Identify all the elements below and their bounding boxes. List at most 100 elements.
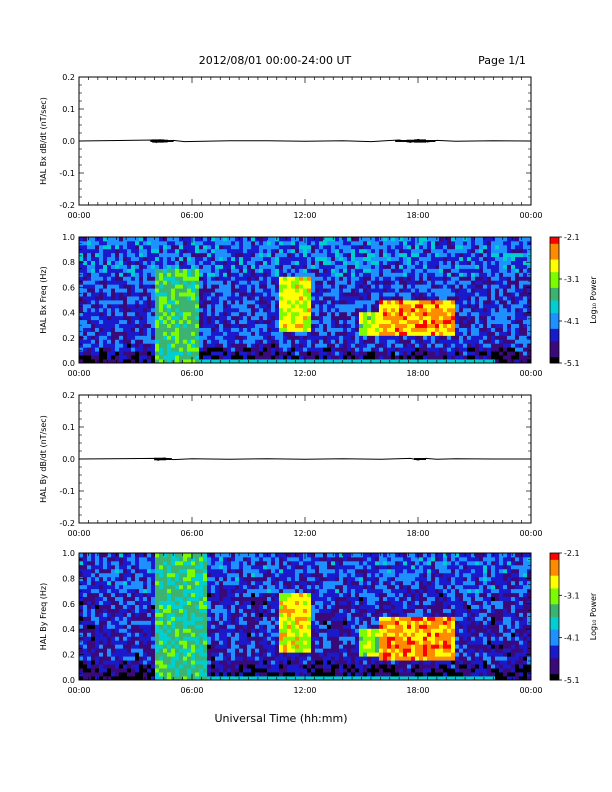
heat-cell	[115, 252, 120, 258]
heat-cell	[271, 248, 276, 254]
heat-cell	[503, 237, 508, 242]
heat-cell	[435, 237, 440, 242]
heat-cell	[263, 300, 268, 305]
heat-cell	[515, 260, 520, 265]
heat-cell	[507, 327, 512, 332]
heat-cell	[171, 296, 176, 301]
heat-cell	[231, 355, 236, 360]
heat-cell	[139, 568, 144, 574]
heat-cell	[455, 292, 460, 297]
heat-cell	[339, 331, 344, 336]
heat-cell	[431, 311, 436, 317]
heat-cell	[175, 668, 180, 673]
heat-cell	[379, 311, 384, 317]
heat-cell	[463, 268, 468, 273]
heat-cell	[443, 327, 448, 332]
heat-cell	[415, 300, 420, 305]
heat-cell	[131, 628, 136, 633]
heat-cell	[371, 292, 376, 297]
heat-cell	[123, 331, 128, 336]
heat-cell	[195, 244, 200, 250]
heat-cell	[467, 335, 472, 340]
heat-cell	[263, 296, 268, 301]
heat-cell	[475, 248, 480, 254]
heat-cell	[419, 264, 424, 269]
heat-cell	[167, 604, 172, 609]
heat-cell	[419, 260, 424, 265]
heat-cell	[507, 307, 512, 313]
heat-cell	[195, 237, 200, 242]
heat-cell	[383, 315, 388, 321]
heat-cell	[139, 624, 144, 629]
heat-cell	[419, 303, 424, 309]
heat-cell	[83, 276, 88, 281]
heat-cell	[99, 616, 104, 621]
heat-cell	[439, 284, 444, 289]
heat-cell	[475, 292, 480, 297]
heat-cell	[279, 335, 284, 340]
heat-cell	[475, 252, 480, 258]
heat-cell	[159, 644, 164, 649]
heat-cell	[335, 343, 340, 348]
heat-cell	[107, 335, 112, 340]
heat-cell	[447, 359, 452, 364]
heat-cell	[91, 300, 96, 305]
heat-cell	[419, 355, 424, 360]
heat-cell	[327, 311, 332, 317]
heat-cell	[431, 339, 436, 344]
heat-cell	[507, 355, 512, 360]
heat-cell	[123, 311, 128, 317]
heat-cell	[179, 553, 184, 558]
heat-cell	[435, 323, 440, 328]
heat-cell	[331, 335, 336, 340]
heat-cell	[111, 668, 116, 673]
heat-cell	[491, 248, 496, 254]
heat-cell	[103, 303, 108, 309]
heat-cell	[499, 331, 504, 336]
heat-cell	[207, 315, 212, 321]
heat-cell	[367, 240, 372, 246]
heat-cell	[259, 292, 264, 297]
heat-cell	[103, 553, 108, 558]
heat-cell	[203, 280, 208, 285]
heat-cell	[499, 311, 504, 317]
heat-cell	[115, 339, 120, 344]
heat-cell	[259, 280, 264, 285]
heat-cell	[323, 303, 328, 309]
heat-cell	[111, 311, 116, 317]
heat-cell	[391, 327, 396, 332]
heat-cell	[251, 272, 256, 277]
heat-cell	[107, 580, 112, 586]
heat-cell	[91, 335, 96, 340]
heat-cell	[195, 343, 200, 348]
heat-cell	[131, 648, 136, 653]
heat-cell	[127, 256, 132, 262]
heat-cell	[247, 256, 252, 262]
heat-cell	[247, 296, 252, 301]
heat-cell	[83, 576, 88, 582]
heat-cell	[139, 347, 144, 352]
heat-cell	[139, 339, 144, 344]
heat-cell	[399, 323, 404, 328]
heat-cell	[423, 315, 428, 321]
heat-cell	[367, 323, 372, 328]
heat-cell	[459, 303, 464, 309]
heat-cell	[423, 240, 428, 246]
heat-cell	[359, 260, 364, 265]
heat-cell	[143, 660, 148, 665]
heat-cell	[255, 343, 260, 348]
heat-cell	[211, 335, 216, 340]
heat-cell	[163, 359, 168, 364]
y-tick-label: 0.1	[62, 105, 75, 114]
heat-cell	[267, 319, 272, 325]
heat-cell	[463, 244, 468, 250]
heat-cell	[83, 311, 88, 317]
heat-cell	[211, 237, 216, 242]
heat-cell	[479, 260, 484, 265]
heat-cell	[155, 276, 160, 281]
heat-cell	[279, 237, 284, 242]
heat-cell	[127, 319, 132, 325]
heat-cell	[515, 244, 520, 250]
heat-cell	[203, 311, 208, 317]
heat-cell	[143, 288, 148, 293]
